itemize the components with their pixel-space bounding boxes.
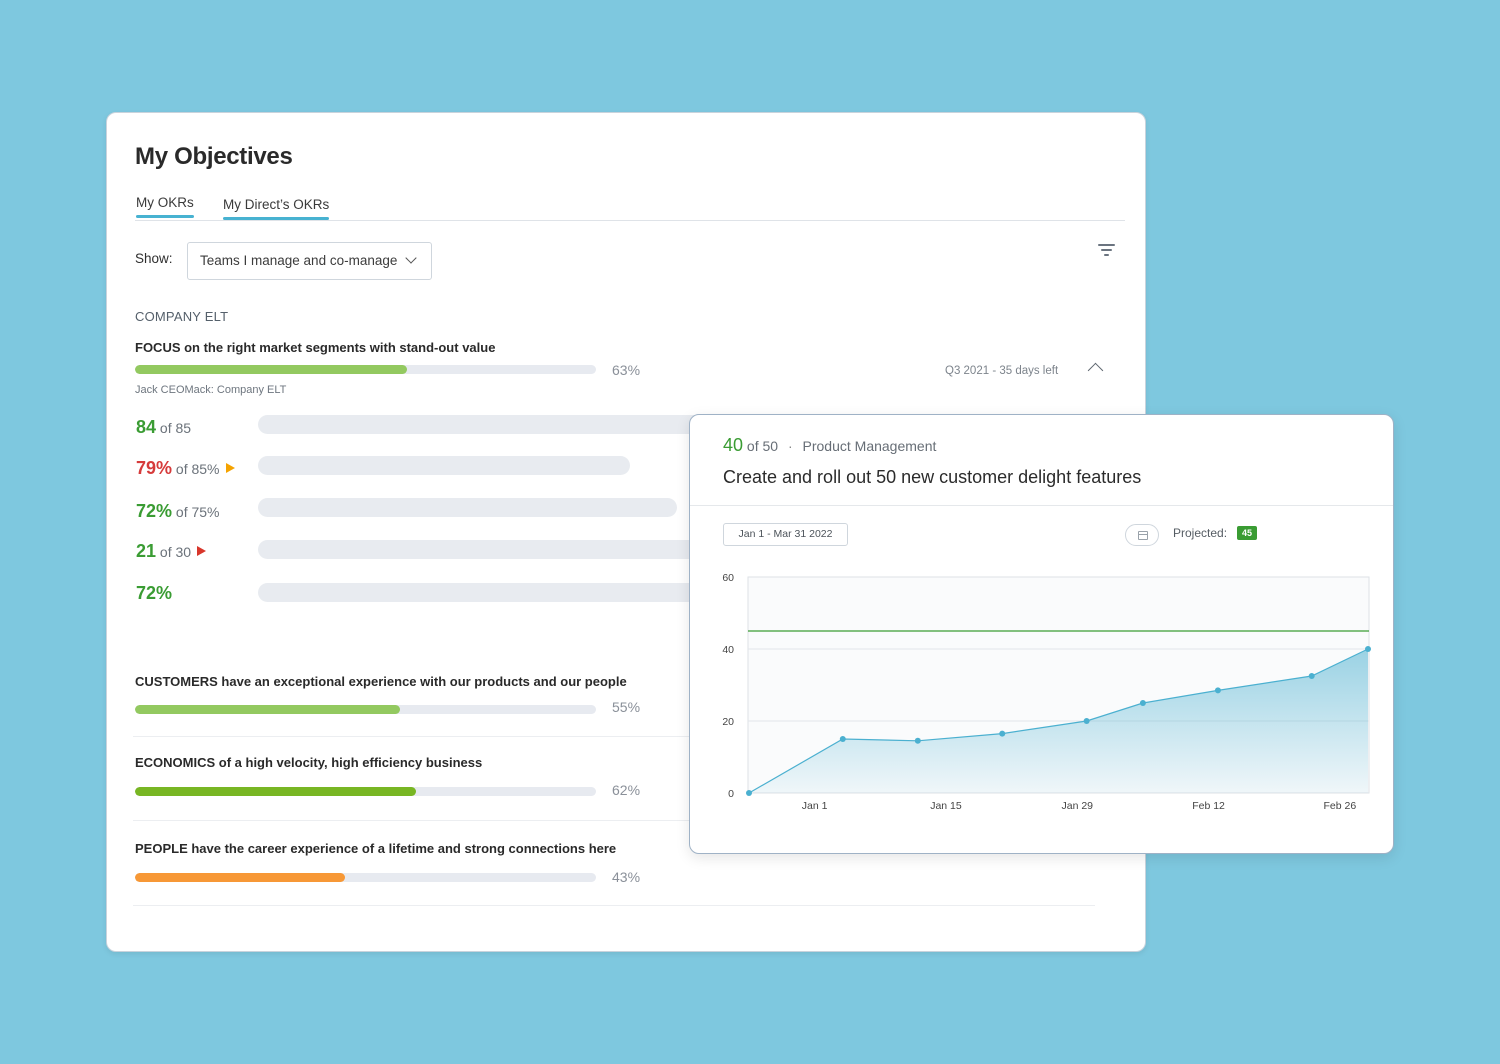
key-result-bar[interactable] <box>258 540 707 559</box>
key-result-metric: 79% of 85% <box>136 458 235 479</box>
flag-icon <box>197 546 207 556</box>
key-result-metric: 21 of 30 <box>136 541 207 562</box>
objective-title[interactable]: ECONOMICS of a high velocity, high effic… <box>135 755 483 770</box>
objective-title[interactable]: CUSTOMERS have an exceptional experience… <box>135 674 627 689</box>
divider <box>690 505 1393 506</box>
flag-icon <box>225 463 235 473</box>
detail-value: 40 <box>723 435 744 455</box>
divider <box>133 905 1095 906</box>
key-result-metric: 72% of 75% <box>136 501 220 521</box>
page-title: My Objectives <box>135 143 293 170</box>
key-result-bar[interactable] <box>258 498 677 517</box>
x-tick-label: Jan 29 <box>1061 800 1093 812</box>
data-point <box>746 790 752 796</box>
x-tick-label: Feb 12 <box>1192 800 1225 812</box>
objective-owner: Jack CEOMack: Company ELT <box>135 384 287 396</box>
divider <box>133 736 1095 737</box>
objective-progress-bar <box>135 787 596 796</box>
key-result-metric: 84 of 85 <box>136 417 192 437</box>
data-point <box>1139 700 1146 706</box>
tab-my-directs-okrs[interactable]: My Direct’s OKRs <box>223 197 330 220</box>
detail-separator: · <box>787 438 793 454</box>
objective-title[interactable]: FOCUS on the right market segments with … <box>135 340 496 355</box>
show-label: Show: <box>135 251 173 266</box>
projected-label: Projected: <box>1173 526 1228 540</box>
data-point <box>1083 718 1090 724</box>
data-point <box>999 730 1006 737</box>
progress-chart: 0 20 40 60 Jan 1 Jan 15 Jan 29 Feb 12 Feb 26 <box>722 572 1371 812</box>
filter-icon[interactable] <box>1097 243 1117 257</box>
objective-percent: 43% <box>612 869 641 885</box>
chevron-up-icon[interactable] <box>1087 362 1104 379</box>
x-tick-label: Jan 15 <box>930 800 962 812</box>
show-select-value: Teams I manage and co-manage <box>200 253 398 268</box>
x-tick-label: Feb 26 <box>1324 800 1357 812</box>
x-tick-label: Jan 1 <box>802 800 828 812</box>
data-point <box>914 737 921 744</box>
y-tick-label: 20 <box>722 716 734 728</box>
objective-progress-bar <box>135 873 596 882</box>
objective-percent: 55% <box>612 699 641 715</box>
y-tick-label: 0 <box>728 788 734 800</box>
key-result-bar[interactable] <box>258 415 707 434</box>
show-select[interactable]: Teams I manage and co-manage <box>187 242 432 280</box>
tab-my-okrs[interactable]: My OKRs <box>136 195 194 218</box>
detail-metric: 40 of 50 · Product Management <box>723 435 936 456</box>
detail-target: of 50 <box>746 438 779 454</box>
tab-bar: My OKRs My Direct’s OKRs <box>135 195 1125 221</box>
objective-percent: 63% <box>612 362 641 378</box>
key-result-bar[interactable] <box>258 456 630 475</box>
objective-progress-bar <box>135 365 596 374</box>
data-point <box>1308 673 1315 679</box>
objective-title[interactable]: PEOPLE have the career experience of a l… <box>135 841 617 856</box>
divider <box>133 820 1095 821</box>
detail-team: Product Management <box>802 438 937 454</box>
objective-quarter: Q3 2021 - 35 days left <box>945 365 1059 377</box>
data-point <box>1365 646 1371 652</box>
y-tick-label: 40 <box>722 644 734 656</box>
key-result-detail-card: 40 of 50 · Product Management Create and… <box>689 414 1394 854</box>
section-label: COMPANY ELT <box>135 309 229 324</box>
key-result-metric: 72% <box>136 583 173 603</box>
data-point <box>839 736 846 742</box>
projected-badge: 45 <box>1237 526 1258 540</box>
date-range-button[interactable]: Jan 1 - Mar 31 2022 <box>723 523 848 546</box>
key-result-bar[interactable] <box>258 583 707 602</box>
y-tick-label: 60 <box>722 572 734 584</box>
chevron-down-icon <box>405 252 417 264</box>
objective-percent: 62% <box>612 782 641 798</box>
data-point <box>1214 687 1221 694</box>
detail-title: Create and roll out 50 new customer deli… <box>723 467 1142 487</box>
series-area <box>749 649 1368 793</box>
calendar-icon[interactable] <box>1125 524 1159 546</box>
objective-progress-bar <box>135 705 596 714</box>
